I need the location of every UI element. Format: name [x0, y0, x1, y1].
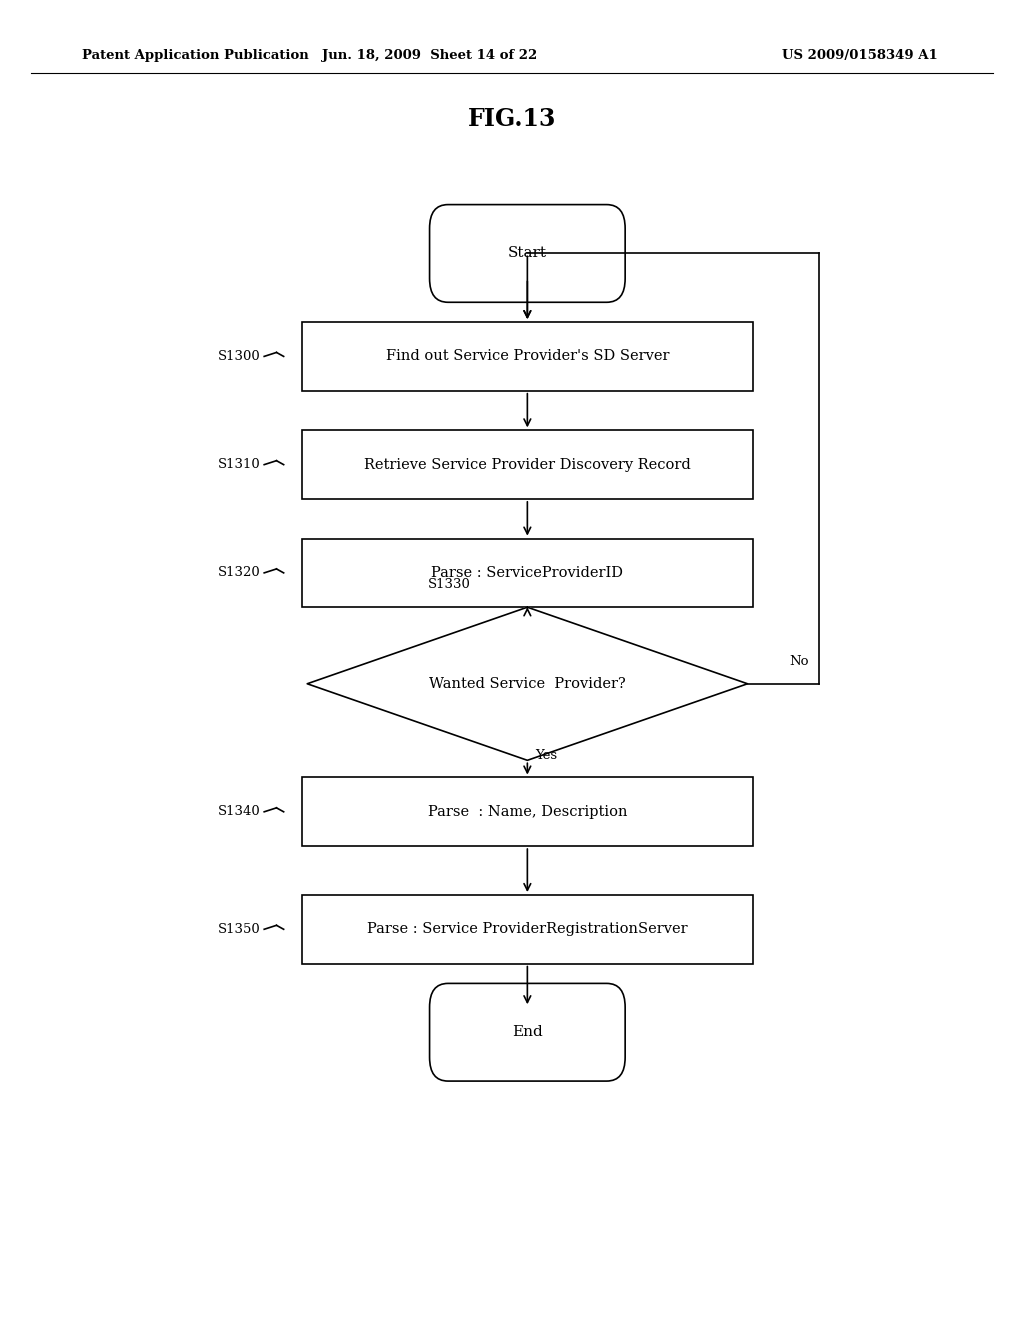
Text: Yes: Yes	[536, 750, 558, 762]
Text: S1300: S1300	[218, 350, 261, 363]
Polygon shape	[307, 607, 748, 760]
Text: S1320: S1320	[218, 566, 261, 579]
FancyBboxPatch shape	[302, 322, 753, 391]
FancyBboxPatch shape	[430, 983, 625, 1081]
Text: Find out Service Provider's SD Server: Find out Service Provider's SD Server	[386, 350, 669, 363]
Text: Retrieve Service Provider Discovery Record: Retrieve Service Provider Discovery Reco…	[364, 458, 691, 471]
Text: Wanted Service  Provider?: Wanted Service Provider?	[429, 677, 626, 690]
FancyBboxPatch shape	[302, 430, 753, 499]
Text: S1330: S1330	[428, 578, 470, 591]
Text: US 2009/0158349 A1: US 2009/0158349 A1	[782, 49, 938, 62]
Text: Parse : ServiceProviderID: Parse : ServiceProviderID	[431, 566, 624, 579]
Text: Jun. 18, 2009  Sheet 14 of 22: Jun. 18, 2009 Sheet 14 of 22	[323, 49, 538, 62]
Text: Start: Start	[508, 247, 547, 260]
Text: Parse : Service ProviderRegistrationServer: Parse : Service ProviderRegistrationServ…	[367, 923, 688, 936]
FancyBboxPatch shape	[430, 205, 625, 302]
Text: FIG.13: FIG.13	[468, 107, 556, 131]
Text: S1350: S1350	[218, 923, 261, 936]
Text: S1340: S1340	[218, 805, 261, 818]
Text: S1310: S1310	[218, 458, 261, 471]
Text: End: End	[512, 1026, 543, 1039]
FancyBboxPatch shape	[302, 777, 753, 846]
Text: No: No	[790, 655, 809, 668]
FancyBboxPatch shape	[302, 539, 753, 607]
Text: Parse  : Name, Description: Parse : Name, Description	[428, 805, 627, 818]
Text: Patent Application Publication: Patent Application Publication	[82, 49, 308, 62]
FancyBboxPatch shape	[302, 895, 753, 964]
